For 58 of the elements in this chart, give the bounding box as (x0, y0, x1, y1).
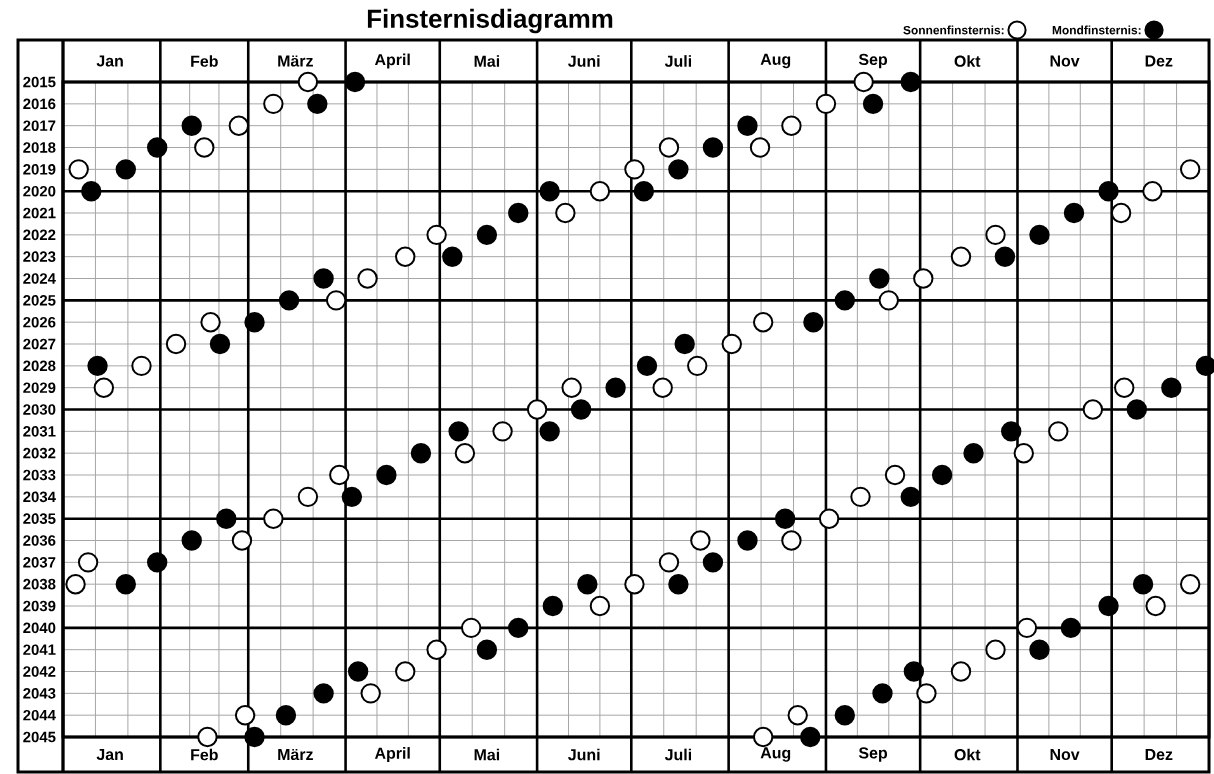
y-tick-label: 2028 (23, 360, 56, 372)
x-tick-label: Juli (664, 748, 692, 761)
y-tick-label: 2040 (23, 622, 56, 634)
y-tick-label: 2042 (23, 666, 56, 677)
x-tick-label: Sep (858, 747, 888, 762)
x2-tick-label: Mai (474, 55, 500, 67)
x2-tick-label: Feb (191, 55, 218, 67)
y-tick-label: 2024 (23, 273, 56, 284)
y-tick-label: 2032 (23, 447, 56, 459)
y-tick-label: 2027 (23, 338, 56, 350)
y-tick-label: 2020 (23, 185, 56, 197)
x-tick-label: Aug (760, 747, 791, 762)
y-tick-label: 2041 (23, 644, 56, 655)
y-tick-label: 2019 (23, 164, 56, 175)
y-tick-label: 2029 (23, 382, 56, 393)
x-tick-label: Jan (96, 748, 123, 761)
y-tick-label: 2035 (23, 513, 56, 524)
x-tick-label: Okt (954, 748, 981, 761)
y-tick-label: 2034 (23, 491, 56, 503)
y-tick-label: 2017 (23, 120, 56, 131)
x2-tick-label: Sep (858, 53, 888, 69)
x2-tick-label: Nov (1050, 55, 1080, 67)
y-tick-label: 2033 (23, 469, 56, 481)
x2-tick-label: Jan (96, 55, 123, 67)
x-tick-label: Nov (1050, 748, 1080, 761)
x-tick-label: Feb (191, 748, 218, 761)
y-tick-label: 2026 (23, 316, 56, 328)
y-tick-label: 2021 (23, 207, 56, 219)
chart-title: Finsternisdiagramm (367, 8, 613, 34)
x2-tick-label: Juni (568, 55, 600, 67)
legend-label: Sonnenfinsternis: (903, 25, 1004, 35)
x-tick-label: März (278, 748, 313, 761)
x2-tick-label: Aug (760, 53, 791, 69)
x2-tick-label: Okt (954, 55, 981, 67)
y-tick-label: 2025 (23, 295, 56, 306)
x2-tick-label: Juli (664, 55, 692, 67)
x-tick-label: April (374, 747, 410, 762)
y-tick-label: 2038 (23, 578, 56, 590)
x-tick-label: Dez (1145, 748, 1173, 761)
y-tick-label: 2018 (23, 142, 56, 153)
x2-tick-label: März (278, 55, 313, 67)
x2-tick-label: Dez (1145, 55, 1173, 67)
y-tick-label: 2023 (23, 251, 56, 262)
y-tick-label: 2045 (23, 731, 56, 743)
x-tick-label: Juni (568, 748, 600, 761)
y-tick-label: 2016 (23, 98, 56, 110)
y-tick-label: 2031 (23, 426, 56, 437)
y-tick-label: 2044 (23, 709, 56, 721)
legend-label: Mondfinsternis: (1052, 25, 1141, 35)
y-tick-label: 2022 (23, 229, 56, 241)
y-tick-label: 2030 (23, 404, 56, 415)
y-tick-label: 2015 (23, 76, 56, 88)
y-tick-label: 2036 (23, 535, 56, 546)
x-tick-label: Mai (474, 748, 500, 761)
y-tick-label: 2043 (23, 688, 56, 699)
y-tick-label: 2037 (23, 557, 56, 568)
x2-tick-label: April (374, 53, 410, 69)
y-tick-label: 2039 (23, 600, 56, 612)
